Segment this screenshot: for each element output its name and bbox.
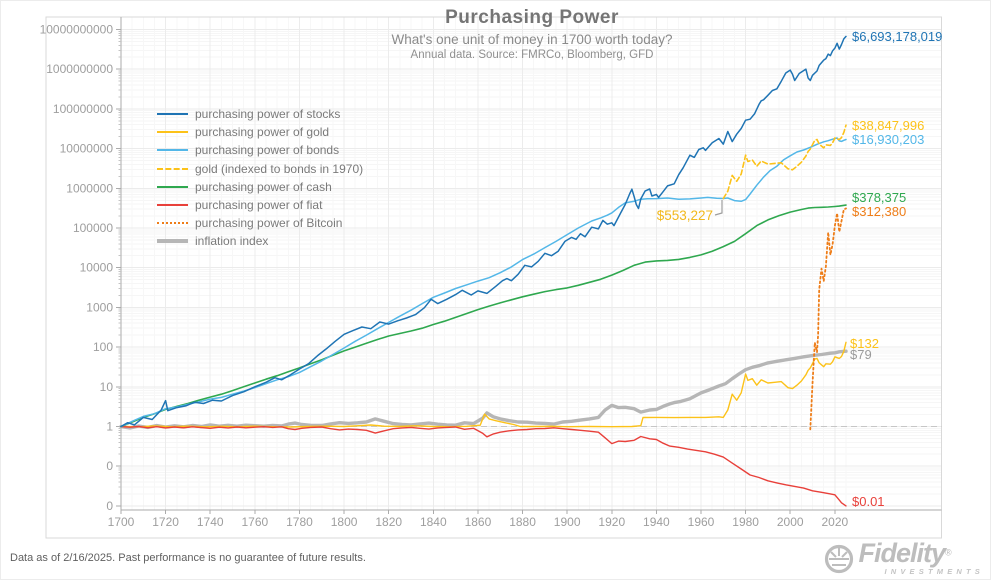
x-tick-label: 1940	[643, 515, 670, 529]
y-tick-label: 100	[93, 340, 113, 354]
series-line-fiat	[120, 425, 847, 507]
legend-label-gold_indexed: gold (indexed to bonds in 1970)	[195, 161, 364, 176]
x-tick-label: 1980	[732, 515, 759, 529]
end-label-bitcoin: $312,380	[852, 204, 906, 219]
y-tick-label: 10	[100, 380, 114, 394]
legend-swatch-fiat	[157, 204, 188, 207]
end-label-stocks: $6,693,178,019	[852, 29, 942, 44]
legend-item-gold_indexed: gold (indexed to bonds in 1970)	[157, 160, 363, 178]
legend-label-gold: purchasing power of gold	[195, 125, 330, 140]
x-tick-label: 1820	[375, 515, 402, 529]
series-line-cash	[120, 204, 847, 428]
y-tick-label: 0	[106, 459, 113, 473]
y-tick-label: 100000000	[53, 102, 113, 116]
end-label-bonds: $16,930,203	[852, 132, 924, 147]
end-label-fiat: $0.01	[852, 494, 885, 509]
series-line-bitcoin	[809, 207, 847, 431]
legend-label-fiat: purchasing power of fiat	[195, 198, 323, 213]
y-tick-label: 100000	[73, 221, 113, 235]
fidelity-name: Fidelity	[858, 538, 946, 568]
legend-item-stocks: purchasing power of stocks	[157, 105, 363, 123]
y-tick-label: 10000000	[60, 142, 114, 156]
legend-label-bitcoin: purchasing power of Bitcoin	[195, 216, 343, 231]
legend-swatch-gold_indexed	[157, 167, 188, 170]
legend-swatch-cash	[157, 185, 188, 188]
end-label-cash: $378,375	[852, 190, 906, 205]
x-tick-label: 1740	[197, 515, 224, 529]
y-tick-label: 10000	[80, 261, 114, 275]
fidelity-wordmark: Fidelity® INVESTMENTS	[858, 538, 984, 577]
x-tick-label: 1760	[241, 515, 268, 529]
series-line-gold	[120, 341, 847, 428]
y-tick-label: 1	[106, 420, 113, 434]
fidelity-investments-label: INVESTMENTS	[884, 567, 984, 576]
x-tick-label: 2020	[822, 515, 849, 529]
legend-swatch-bonds	[157, 149, 188, 152]
x-tick-label: 1860	[465, 515, 492, 529]
x-tick-label: 1880	[509, 515, 536, 529]
legend-item-bitcoin: purchasing power of Bitcoin	[157, 214, 363, 232]
legend-label-bonds: purchasing power of bonds	[195, 143, 340, 158]
x-tick-label: 2000	[777, 515, 804, 529]
legend-label-stocks: purchasing power of stocks	[195, 107, 341, 122]
legend-item-gold: purchasing power of gold	[157, 123, 363, 141]
registered-mark-icon: ®	[944, 547, 952, 558]
legend: purchasing power of stocks purchasing pow…	[157, 105, 363, 251]
legend-item-inflation: inflation index	[157, 232, 363, 250]
end-label-gold_indexed: $38,847,996	[852, 118, 924, 133]
y-tick-label: 10000000000	[40, 23, 114, 37]
legend-label-cash: purchasing power of cash	[195, 179, 332, 194]
legend-swatch-bitcoin	[157, 222, 188, 225]
end-label-inflation: $79	[850, 347, 872, 362]
legend-item-cash: purchasing power of cash	[157, 178, 363, 196]
legend-label-inflation: inflation index	[195, 234, 269, 249]
legend-swatch-stocks	[157, 113, 188, 116]
series-line-stocks	[120, 35, 847, 428]
legend-swatch-gold	[157, 131, 188, 134]
y-tick-label: 0	[106, 499, 113, 513]
y-tick-label: 1000	[86, 300, 113, 314]
callout-leader-line	[714, 200, 723, 216]
x-tick-label: 1720	[152, 515, 179, 529]
x-tick-label: 1700	[108, 515, 135, 529]
legend-swatch-inflation	[157, 239, 188, 244]
x-tick-label: 1900	[554, 515, 581, 529]
x-tick-label: 1960	[688, 515, 715, 529]
footer-note: Data as of 2/16/2025. Past performance i…	[10, 552, 366, 564]
callout-label: $553,227	[657, 208, 713, 223]
fidelity-logo: Fidelity® INVESTMENTS	[824, 538, 984, 577]
series-line-inflation	[119, 349, 848, 430]
series-line-gold_indexed	[722, 124, 847, 200]
legend-item-fiat: purchasing power of fiat	[157, 196, 363, 214]
chart-frame	[45, 16, 942, 539]
y-tick-label: 1000000	[66, 181, 113, 195]
x-tick-label: 1780	[286, 515, 313, 529]
fidelity-starburst-icon	[825, 544, 854, 573]
x-tick-label: 1800	[331, 515, 358, 529]
x-tick-label: 1840	[420, 515, 447, 529]
y-tick-label: 1000000000	[46, 62, 113, 76]
end-label-gold: $132	[850, 336, 879, 351]
legend-item-bonds: purchasing power of bonds	[157, 141, 363, 159]
x-tick-label: 1920	[598, 515, 625, 529]
